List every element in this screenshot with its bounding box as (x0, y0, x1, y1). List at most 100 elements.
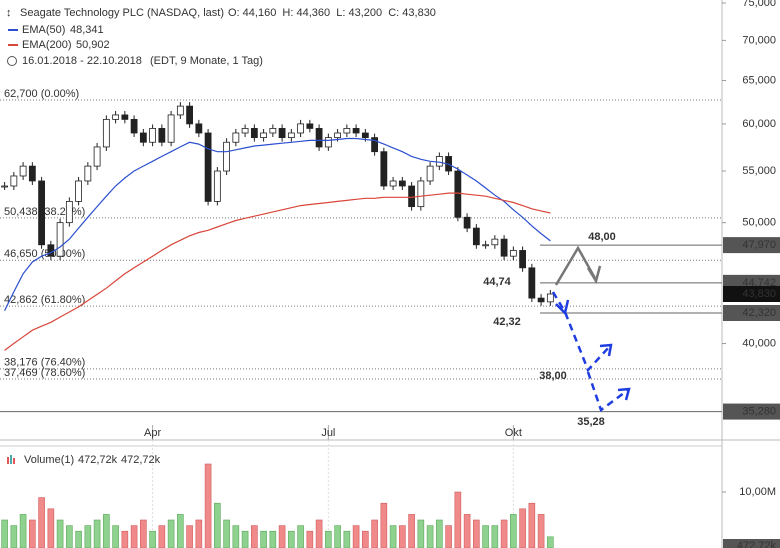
level-box (723, 403, 780, 420)
volume-bar (399, 525, 406, 548)
volume-bar (130, 525, 138, 548)
y-tick-label: 10,00M (739, 486, 776, 498)
candle-body (500, 238, 508, 257)
candle-body (260, 132, 268, 139)
arrows (551, 245, 631, 413)
fib-label: 46,650 (50.00%) (4, 248, 85, 260)
volume-bar (167, 519, 175, 548)
last-box (723, 286, 780, 303)
title: Seagate Technology PLC (NASDAQ, last) (20, 7, 224, 19)
volume-bar (149, 530, 156, 548)
volume-bar (38, 497, 45, 548)
quote: O: 44,160 H: 44,360 L: 43,200 C: 43,830 (228, 7, 436, 19)
volume-last-label: 472,72k (737, 540, 777, 548)
candle-body (306, 123, 314, 129)
candle-body (537, 297, 545, 303)
volume-bar (297, 525, 304, 548)
volume-bar (325, 530, 332, 548)
candle-body (158, 128, 166, 143)
candle-body (223, 141, 231, 172)
candle-body (398, 180, 406, 187)
volume-bar (140, 519, 147, 548)
candle-body (352, 128, 360, 134)
candle-body (19, 165, 27, 177)
volume-icon (7, 457, 9, 464)
header: ↕ Seagate Technology PLC (NASDAQ, last) … (6, 7, 436, 67)
date-range: 16.01.2018 - 22.10.2018 (22, 55, 142, 67)
level-box (723, 305, 780, 322)
candle-body (435, 156, 443, 167)
candle-body (361, 132, 369, 139)
volume-label: Volume(1) (24, 454, 74, 466)
candle-body (380, 151, 388, 187)
volume-bar (1, 519, 8, 548)
volume-bar (380, 502, 388, 548)
candle-body (28, 165, 36, 182)
candle-body (417, 180, 425, 208)
fib-label: 42,862 (61.80%) (4, 294, 85, 306)
volume-bar (463, 514, 471, 548)
volume-bar (232, 525, 240, 548)
candle-body (389, 180, 397, 187)
volume-bar (47, 508, 55, 548)
last-label: 43,830 (742, 288, 776, 300)
candle-body (139, 132, 147, 143)
legend-value: 48,341 (70, 24, 104, 36)
volume-value: 472,72k (121, 454, 161, 466)
candle-body (56, 222, 64, 257)
volume-bar (29, 519, 36, 548)
volume-bar (491, 525, 499, 548)
volume-bar (288, 530, 295, 548)
fib-label: 38,176 (76.40%) (4, 357, 85, 369)
annotation: 44,74 (483, 276, 511, 288)
level-label: 47,970 (742, 239, 776, 251)
volume-bar (426, 525, 434, 548)
annotation: 48,00 (588, 231, 616, 243)
volume-bar (389, 525, 397, 548)
clock-icon (7, 56, 17, 66)
ema-line (4, 192, 551, 351)
volume-bar (241, 530, 249, 548)
volume-bar (510, 514, 517, 548)
arrow (551, 291, 611, 373)
volume-bar (519, 508, 526, 548)
y-tick-label: 60,000 (742, 118, 776, 130)
candle-body (47, 244, 55, 257)
y-tick-label: 50,000 (742, 217, 776, 229)
volume-bar (93, 519, 101, 548)
candle-body (269, 128, 277, 134)
candle-body (482, 244, 490, 247)
candle-body (491, 238, 499, 246)
icon: ↕ (6, 7, 12, 19)
volume-bar (547, 536, 554, 548)
volume-bar (10, 525, 18, 548)
volume-bar (371, 519, 378, 548)
volume-bar (19, 514, 27, 548)
candle-body (93, 146, 101, 167)
volume-bar (537, 514, 545, 548)
volume-bar (334, 525, 341, 548)
range-note: (EDT, 9 Monate, 1 Tag) (150, 55, 263, 67)
level-label: 42,320 (742, 307, 776, 319)
candle-body (371, 137, 379, 153)
volume-icon (10, 455, 12, 464)
candle-body (287, 132, 295, 139)
annotation: 35,28 (577, 416, 605, 428)
volume-bar (84, 525, 92, 548)
volume-bar (362, 530, 369, 548)
arrowhead (555, 299, 570, 316)
candle-body (75, 180, 82, 202)
volume-bar (223, 519, 230, 548)
candle-body (315, 128, 323, 148)
volume-bar (315, 519, 323, 548)
candle-body (463, 216, 471, 229)
volume-bar (195, 519, 203, 548)
candle-body (195, 123, 203, 134)
volume-bar (251, 525, 258, 548)
candle-body (130, 118, 138, 134)
level-label: 44,742 (742, 277, 776, 289)
volume-bar (436, 519, 443, 548)
candle-body (454, 170, 462, 218)
arrowhead (586, 265, 602, 285)
